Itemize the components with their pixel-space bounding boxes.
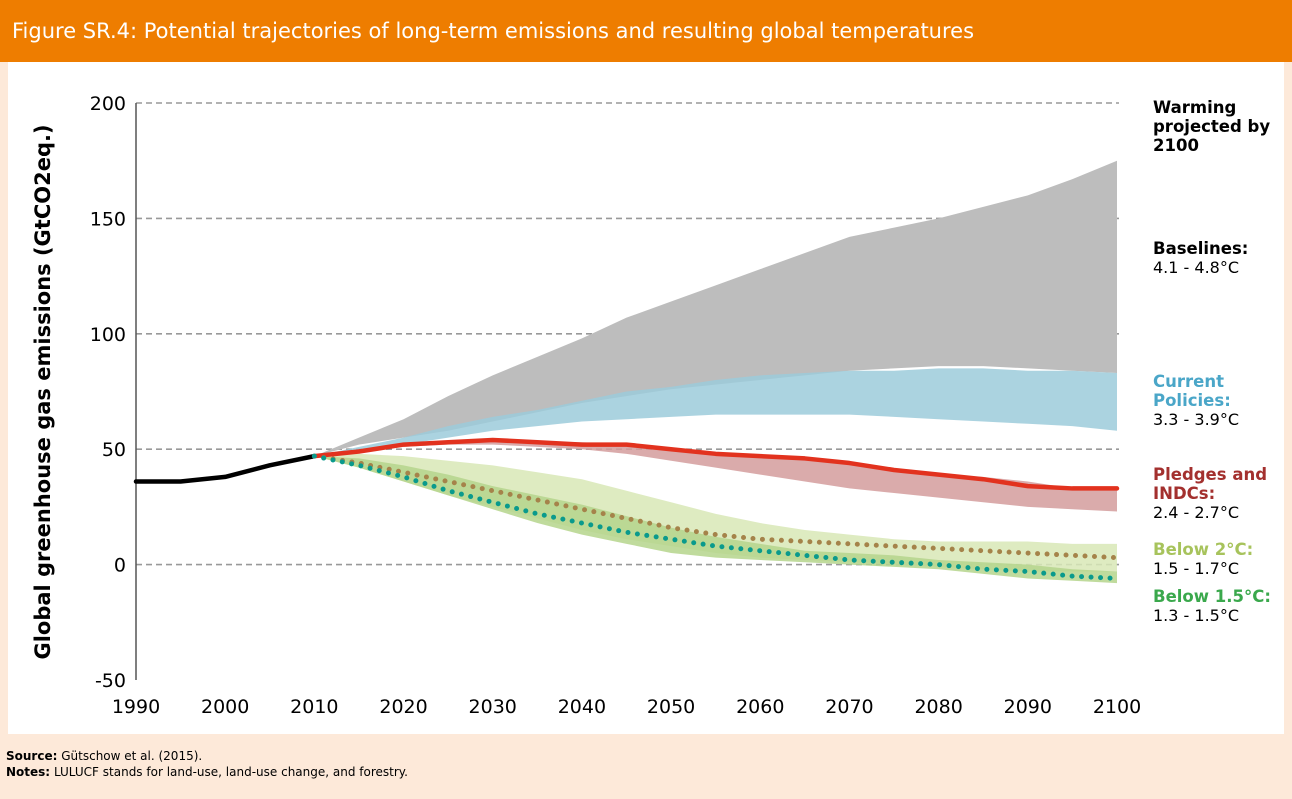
legend-range: 3.3 - 3.9°C — [1153, 410, 1240, 429]
x-tick-label: 2070 — [825, 696, 873, 718]
legend-range: 1.5 - 1.7°C — [1153, 559, 1240, 578]
x-tick-label: 2000 — [201, 696, 249, 718]
legend-entry: Current Policies: 3.3 - 3.9°C — [1153, 372, 1288, 429]
x-tick-label: 2010 — [290, 696, 338, 718]
range-band — [314, 456, 1117, 584]
source-label: Source: — [6, 749, 58, 763]
figure-title: Figure SR.4: Potential trajectories of l… — [0, 0, 1292, 62]
y-axis-label: Global greenhouse gas emissions (GtCO2eq… — [31, 124, 55, 659]
notes-label: Notes: — [6, 765, 51, 779]
legend-range: 4.1 - 4.8°C — [1153, 258, 1240, 277]
range-band — [314, 160, 1117, 457]
x-tick-label: 2060 — [736, 696, 784, 718]
source: Source: Gütschow et al. (2015). — [6, 748, 408, 764]
range-band — [314, 368, 1117, 457]
legend-name: Pledges and INDCs: — [1153, 465, 1268, 503]
range-band — [314, 453, 1117, 572]
legend-name: Below 2°C: — [1153, 540, 1254, 559]
x-tick-label: 2080 — [914, 696, 962, 718]
x-tick-label: 2040 — [558, 696, 606, 718]
y-tick-label: -50 — [95, 670, 126, 692]
y-tick-label: 200 — [90, 93, 126, 115]
legend-name: Current Policies: — [1153, 372, 1231, 410]
notes: Notes: LULUCF stands for land-use, land-… — [6, 764, 408, 780]
y-tick-label: 50 — [102, 439, 126, 461]
legend-title: Warming projected by 2100 — [1153, 98, 1288, 155]
y-tick-label: 100 — [90, 324, 126, 346]
dotted-line — [311, 453, 1120, 561]
legend-entry: Pledges and INDCs: 2.4 - 2.7°C — [1153, 465, 1288, 522]
range-band — [314, 439, 1117, 512]
x-tick-label: 2050 — [647, 696, 695, 718]
legend-entry: Below 2°C: 1.5 - 1.7°C — [1153, 540, 1288, 578]
legend-range: 1.3 - 1.5°C — [1153, 606, 1240, 625]
notes-text: LULUCF stands for land-use, land-use cha… — [53, 765, 408, 779]
x-tick-label: 2090 — [1004, 696, 1052, 718]
x-tick-label: 2030 — [469, 696, 517, 718]
line — [133, 453, 317, 484]
legend-entry: Baselines: 4.1 - 4.8°C — [1153, 239, 1288, 277]
source-text: Gütschow et al. (2015). — [61, 749, 203, 763]
y-tick-label: 0 — [114, 555, 126, 577]
legend-title-text: Warming projected by 2100 — [1153, 98, 1271, 155]
legend-entry: Below 1.5°C: 1.3 - 1.5°C — [1153, 587, 1288, 625]
x-tick-label: 2020 — [379, 696, 427, 718]
legend-name: Baselines: — [1153, 239, 1249, 258]
x-tick-label: 2100 — [1093, 696, 1141, 718]
y-tick-label: 150 — [90, 208, 126, 230]
footer: Source: Gütschow et al. (2015). Notes: L… — [6, 748, 408, 780]
legend-name: Below 1.5°C: — [1153, 587, 1271, 606]
line — [312, 437, 1120, 491]
legend-range: 2.4 - 2.7°C — [1153, 503, 1240, 522]
x-tick-label: 1990 — [112, 696, 160, 718]
